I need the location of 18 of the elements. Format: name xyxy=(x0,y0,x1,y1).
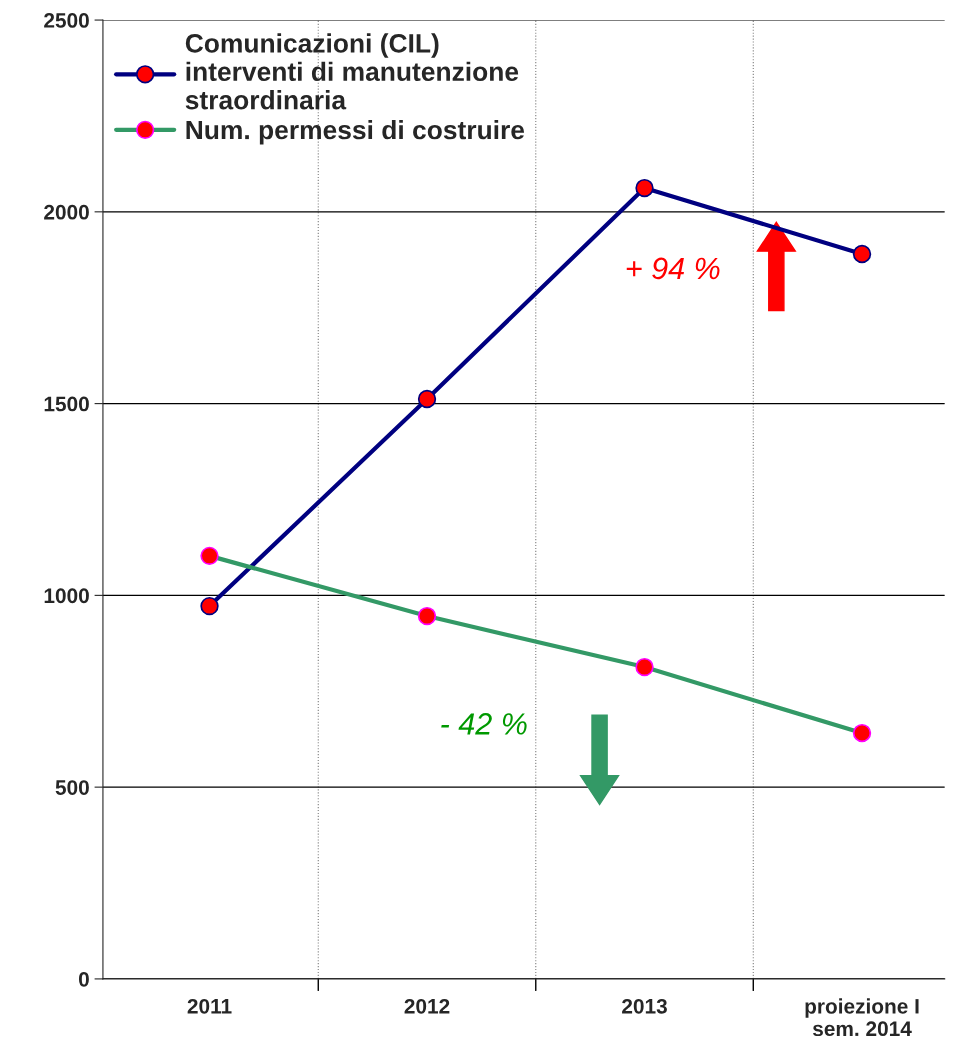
point xyxy=(635,178,654,198)
annotation: - 42 % xyxy=(441,713,527,735)
x-tick-label: 2013 xyxy=(622,998,667,1014)
legend-label: Num. permessi di costruire xyxy=(186,119,525,145)
x-tick-label: 2011 xyxy=(187,998,232,1014)
point xyxy=(852,244,872,264)
y-tick-label: 1000 xyxy=(44,588,89,604)
annotation: + 94 % xyxy=(626,257,720,280)
x-tick-label: proiezione I sem. 2014 xyxy=(805,998,919,1037)
y-tick-label: 2000 xyxy=(44,204,89,220)
x-tick-label: 2012 xyxy=(404,998,450,1014)
y-tick-label: 0 xyxy=(78,971,89,987)
y-tick-label: 1500 xyxy=(44,396,89,412)
y-tick-label: 2500 xyxy=(44,13,89,28)
legend-label: Comunicazioni (CIL) interventi di manutenzione straordinaria xyxy=(185,33,519,110)
y-tick-label: 500 xyxy=(55,780,89,795)
point xyxy=(200,596,219,616)
point xyxy=(417,389,437,409)
